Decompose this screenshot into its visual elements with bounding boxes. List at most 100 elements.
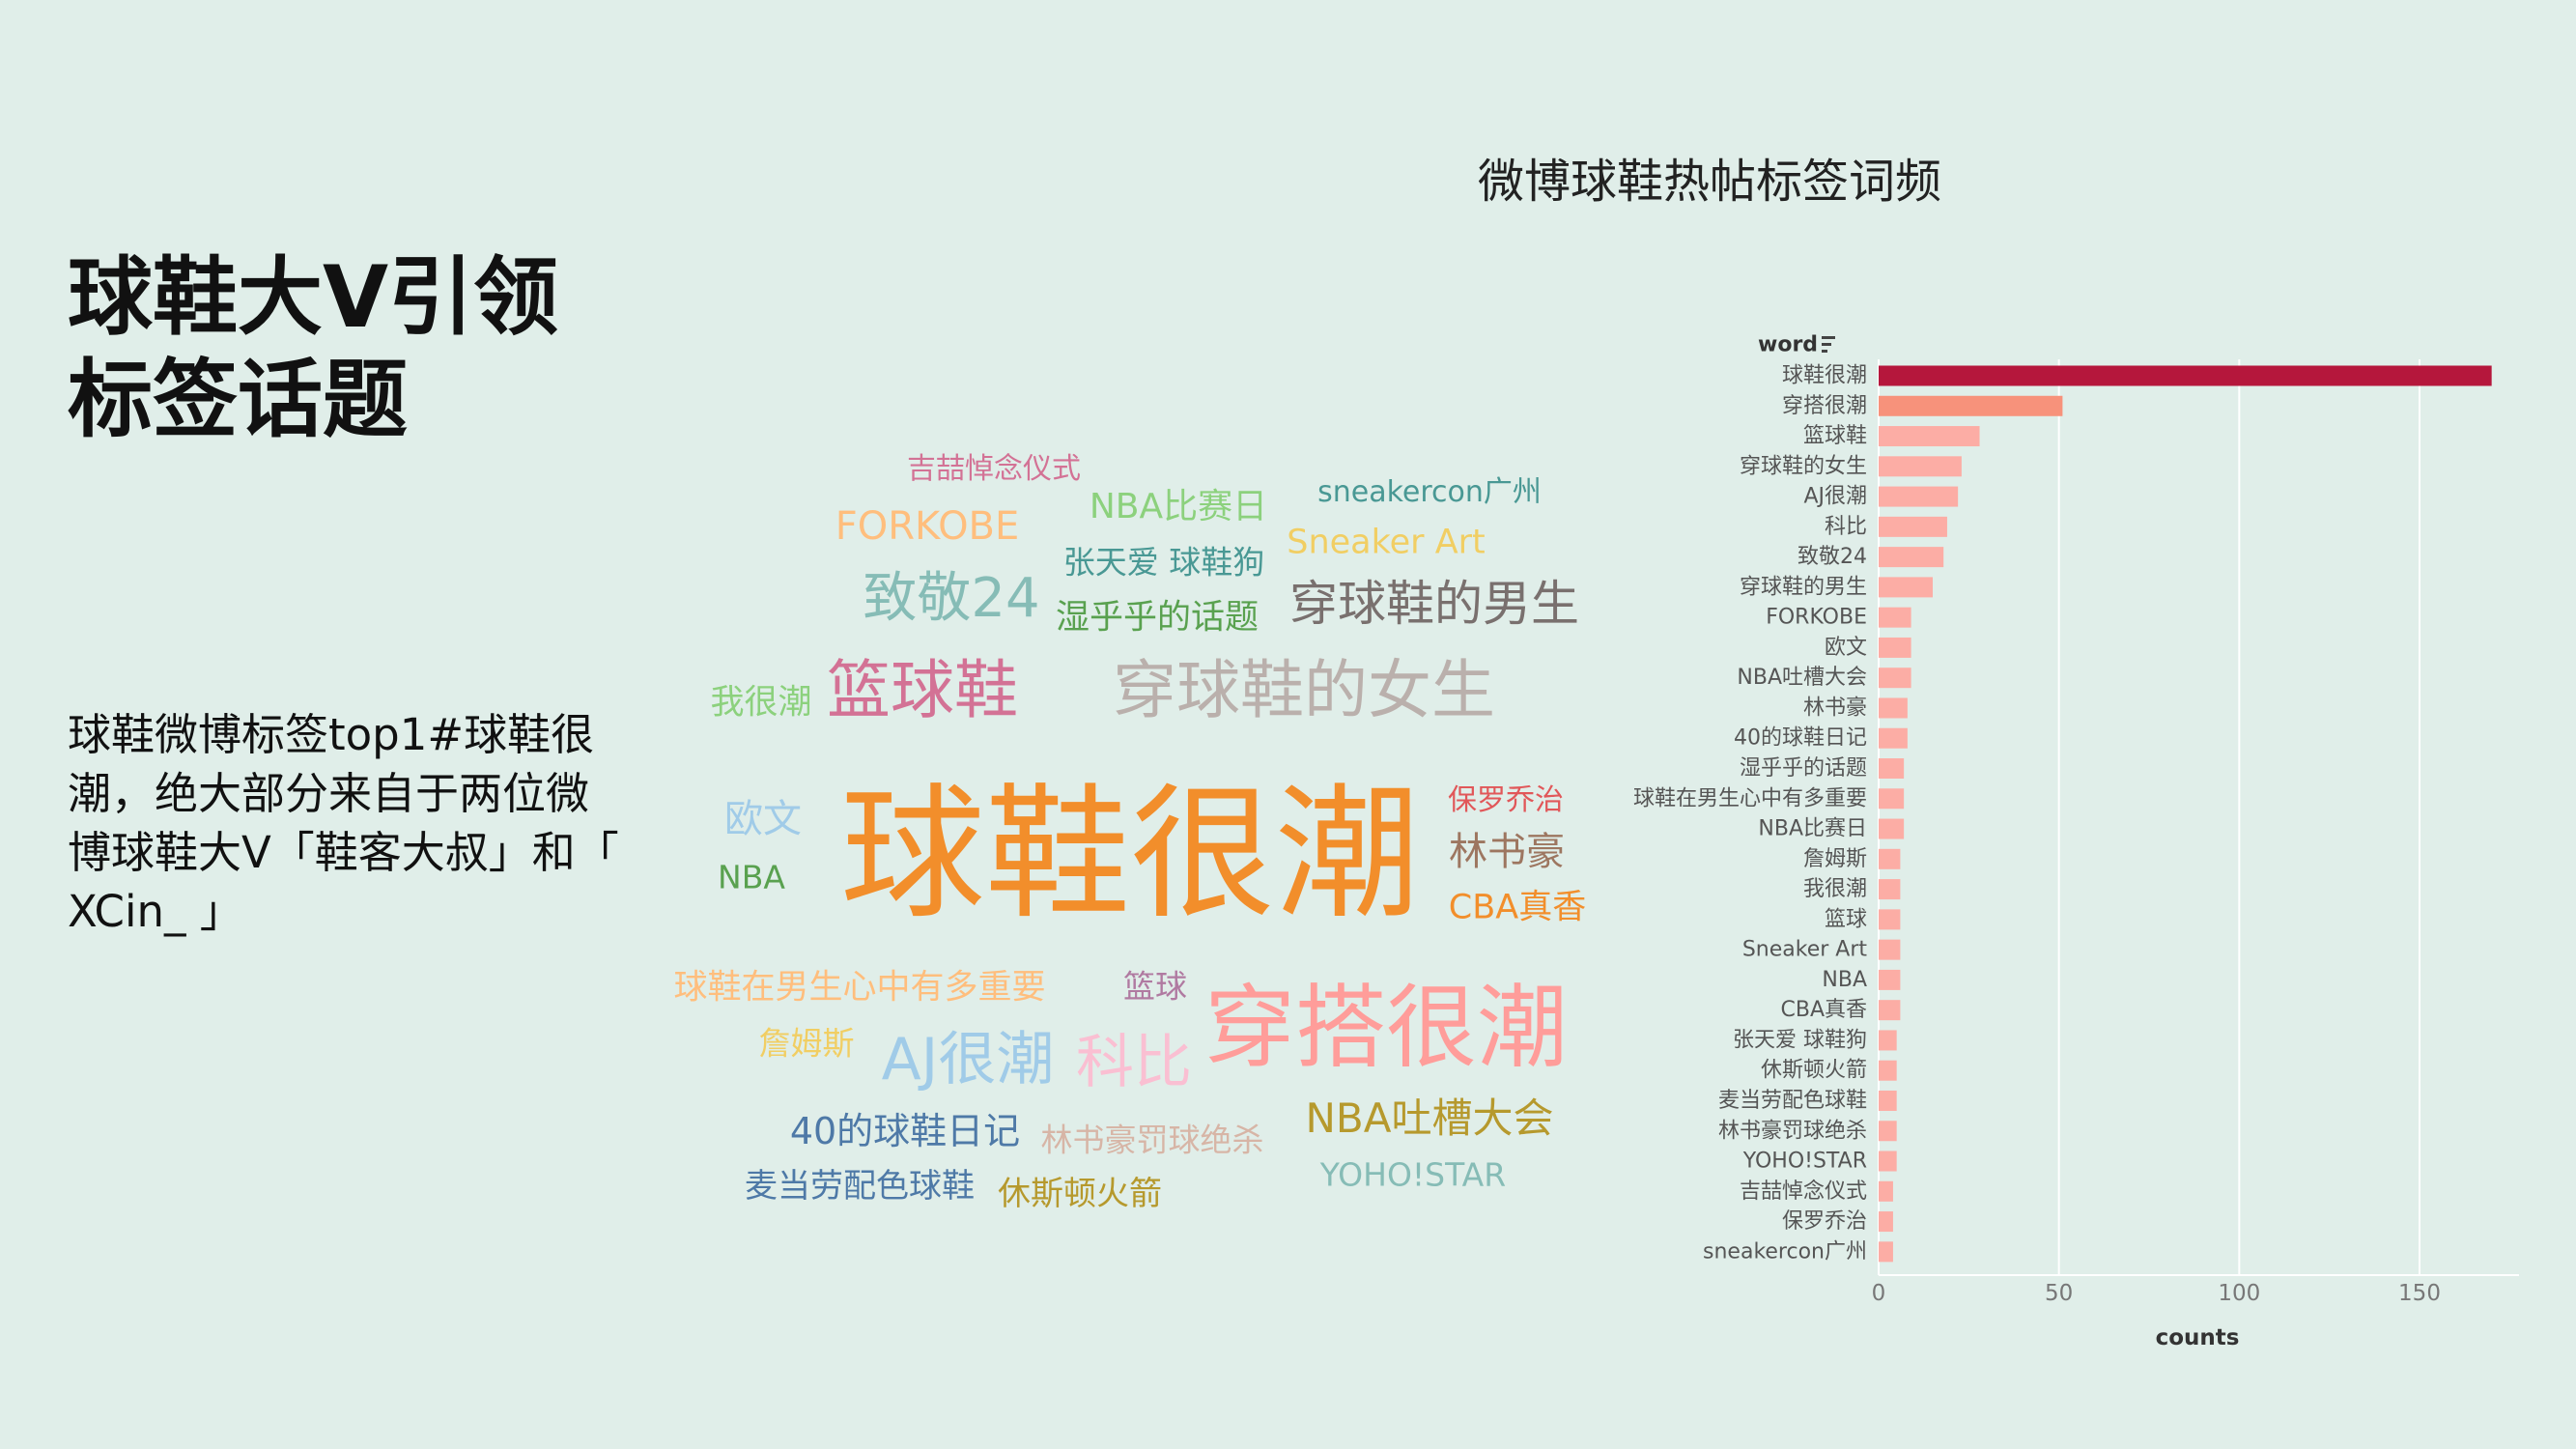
word-cloud-word: 科比	[1076, 1029, 1192, 1096]
chart-title: 微博球鞋热帖标签词频	[1478, 155, 1942, 209]
y-tick-label: YOHO!STAR	[1742, 1150, 1867, 1174]
word-cloud-word: 林书豪	[1449, 830, 1565, 874]
bar	[1879, 1090, 1897, 1111]
y-tick-label: 致敬24	[1798, 545, 1867, 569]
headline-line-1: 球鞋大V引领	[68, 247, 559, 347]
bar	[1879, 516, 1947, 537]
y-tick-label: 我很潮	[1803, 877, 1867, 901]
word-cloud-word: 麦当劳配色球鞋	[745, 1167, 975, 1206]
word-cloud-word: 穿球鞋的女生	[1113, 653, 1495, 727]
word-cloud-word: 40的球鞋日记	[789, 1110, 1021, 1152]
bar	[1879, 486, 1959, 507]
word-cloud-word: 篮球鞋	[827, 653, 1018, 727]
y-tick-label: NBA比赛日	[1758, 817, 1867, 841]
bar	[1879, 1030, 1897, 1051]
word-cloud-word: 詹姆斯	[758, 1024, 855, 1063]
word-cloud-word: 穿搭很潮	[1203, 976, 1569, 1081]
y-tick-label: 林书豪罚球绝杀	[1718, 1119, 1867, 1143]
y-tick-label: AJ很潮	[1803, 485, 1867, 509]
word-cloud-word: 休斯顿火箭	[998, 1175, 1162, 1213]
bar	[1879, 1151, 1897, 1172]
x-axis-label: counts	[2156, 1325, 2240, 1350]
y-tick-label: 湿乎乎的话题	[1740, 756, 1867, 781]
bar	[1879, 909, 1901, 930]
bar	[1879, 788, 1905, 810]
x-tick-label: 0	[1872, 1281, 1886, 1306]
y-tick-label: Sneaker Art	[1742, 938, 1868, 962]
y-axis-label: word	[1758, 333, 1818, 357]
y-tick-label: 麦当劳配色球鞋	[1718, 1089, 1867, 1113]
bar	[1879, 1241, 1893, 1263]
y-tick-label: 40的球鞋日记	[1734, 726, 1867, 751]
x-tick-label: 50	[2045, 1281, 2073, 1306]
sort-icon[interactable]	[1822, 336, 1835, 353]
word-cloud-word: NBA吐槽大会	[1305, 1094, 1554, 1142]
word-cloud-word: 我很潮	[710, 683, 812, 723]
word-cloud-word: 球鞋很潮	[839, 771, 1421, 939]
bar	[1879, 1121, 1897, 1142]
bar	[1879, 547, 1944, 568]
y-tick-label: 林书豪	[1803, 696, 1867, 720]
word-cloud-word: Sneaker Art	[1287, 523, 1486, 562]
bar	[1879, 668, 1911, 689]
word-cloud-word: CBA真香	[1448, 888, 1587, 927]
bar	[1879, 365, 2492, 386]
y-tick-label: 保罗乔治	[1782, 1209, 1867, 1234]
word-cloud-word: FORKOBE	[835, 504, 1020, 549]
word-cloud-word: NBA比赛日	[1089, 487, 1268, 526]
word-cloud-word: 吉喆悼念仪式	[907, 452, 1081, 486]
bar	[1879, 758, 1905, 780]
y-tick-label: 球鞋在男生心中有多重要	[1633, 786, 1867, 810]
bar	[1879, 969, 1901, 990]
body-text: 球鞋微博标签top1#球鞋很潮，绝大部分来自于两位微博球鞋大V「鞋客大叔」和「 …	[68, 709, 619, 937]
y-tick-label: 张天爱 球鞋狗	[1733, 1028, 1867, 1052]
bar	[1879, 1180, 1893, 1202]
bar	[1879, 426, 1980, 447]
bar	[1879, 607, 1911, 628]
bar	[1879, 879, 1901, 900]
x-tick-label: 100	[2218, 1281, 2260, 1306]
bar	[1879, 939, 1901, 960]
bar	[1879, 727, 1908, 749]
bar	[1879, 577, 1933, 598]
y-tick-label: 詹姆斯	[1803, 847, 1867, 871]
headline-line-2: 标签话题	[68, 350, 409, 449]
y-tick-label: NBA	[1822, 968, 1867, 992]
bar	[1879, 456, 1962, 477]
word-cloud-word: sneakercon广州	[1317, 475, 1542, 509]
word-cloud-word: 球鞋在男生心中有多重要	[673, 968, 1046, 1008]
word-cloud-word: 欧文	[724, 797, 802, 841]
headline: 球鞋大V引领 标签话题	[68, 246, 558, 451]
y-tick-label: 穿搭很潮	[1782, 394, 1867, 418]
y-tick-label: 欧文	[1825, 636, 1867, 660]
bar	[1879, 395, 2063, 416]
word-cloud-word: 湿乎乎的话题	[1055, 598, 1260, 638]
bar	[1879, 637, 1911, 658]
word-cloud-word: 林书豪罚球绝杀	[1040, 1121, 1264, 1159]
word-cloud-word: 保罗乔治	[1448, 783, 1564, 817]
bar	[1879, 1000, 1901, 1021]
y-tick-label: FORKOBE	[1766, 606, 1867, 630]
y-tick-label: 穿球鞋的男生	[1740, 575, 1867, 599]
bar	[1879, 1211, 1893, 1233]
y-tick-label: sneakercon广州	[1703, 1239, 1867, 1264]
word-cloud: 球鞋很潮穿搭很潮 穿球鞋的女生 篮球鞋 穿球鞋的男生 致敬24 AJ很潮 科比 FORKOBE…	[673, 452, 1587, 1213]
x-tick-label: 150	[2398, 1281, 2441, 1306]
bar	[1879, 818, 1905, 839]
word-cloud-word: 篮球	[1123, 967, 1187, 1006]
word-cloud-word: AJ很潮	[881, 1026, 1055, 1094]
y-tick-label: 吉喆悼念仪式	[1740, 1179, 1867, 1204]
bar	[1879, 848, 1901, 869]
word-cloud-word: 致敬24	[863, 567, 1040, 630]
y-tick-label: 科比	[1825, 515, 1867, 539]
word-cloud-word: NBA	[718, 858, 785, 896]
y-tick-label: 篮球鞋	[1803, 424, 1867, 448]
word-cloud-word: 张天爱 球鞋狗	[1062, 543, 1265, 582]
bar	[1879, 697, 1908, 719]
bar	[1879, 1060, 1897, 1081]
word-cloud-word: YOHO!STAR	[1319, 1155, 1507, 1194]
word-cloud-word: 穿球鞋的男生	[1289, 576, 1579, 632]
y-tick-label: CBA真香	[1780, 998, 1867, 1022]
y-tick-label: NBA吐槽大会	[1737, 666, 1867, 690]
